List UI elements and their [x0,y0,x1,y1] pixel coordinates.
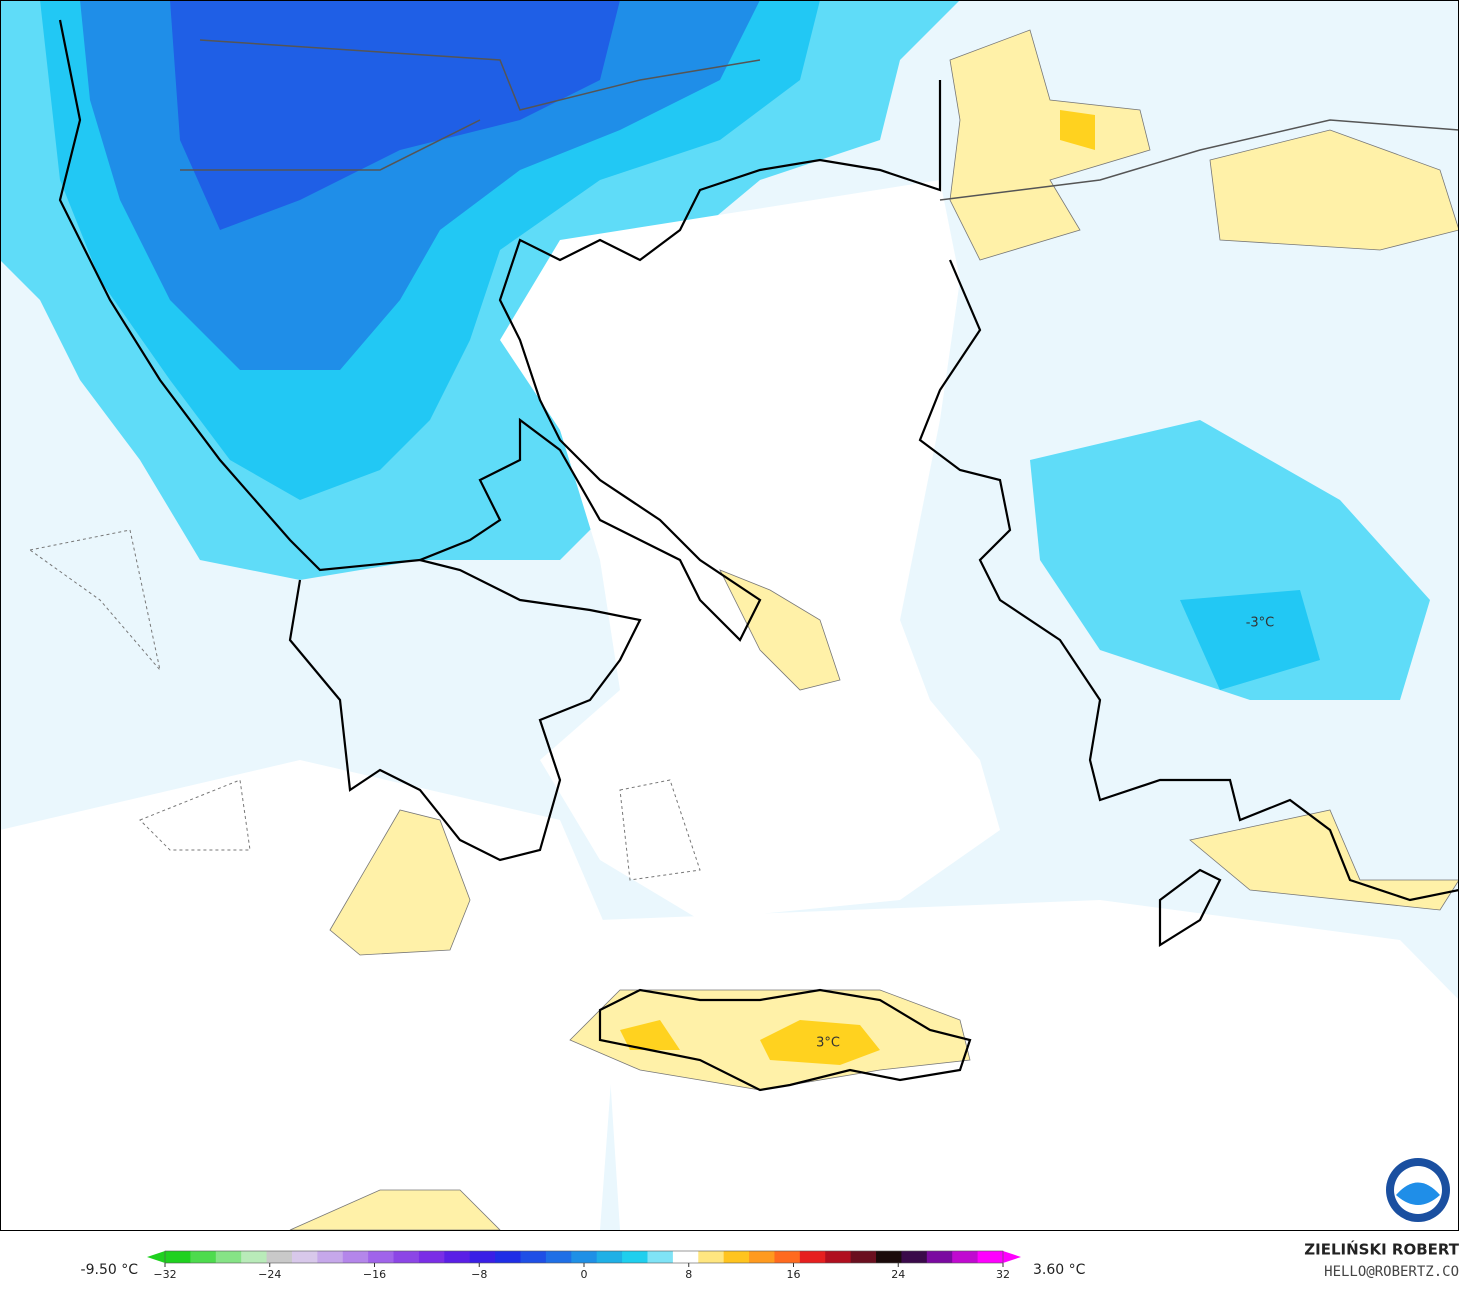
email: HELLO@ROBERTZ.CO [1324,1264,1459,1280]
colorbar-segment [291,1251,318,1263]
border [939,119,1459,201]
colorbar-segment [672,1251,699,1263]
colorbar-segment [698,1251,725,1263]
coldest-region [170,0,620,230]
colorbar-segment [190,1251,217,1263]
colorbar-segment [495,1251,522,1263]
colorbar-segment [393,1251,420,1263]
colorbar-tick-label: −8 [471,1268,487,1281]
colorbar-segment [241,1251,268,1263]
warm-core [760,1020,880,1065]
colorbar-segment [520,1251,547,1263]
map-label: -3°C [1246,616,1275,631]
colorbar-segment [977,1251,1004,1263]
warm-area [329,809,471,956]
colorbar-segment [266,1251,293,1263]
min-label: -9.50 °C [81,1262,139,1278]
colorbar-segment [749,1251,775,1263]
colorbar-segment [622,1251,648,1263]
colorbar-segment [952,1251,979,1263]
coastline [58,19,942,642]
warm-area [1189,809,1459,911]
colorbar-segment [901,1251,928,1263]
colorbar-segment [876,1251,902,1263]
colorbar-segment [571,1251,598,1263]
colorbar-segment [596,1251,623,1263]
warm-core [1060,110,1095,150]
colorbar-tick-label: −16 [363,1268,386,1281]
warm-areas [289,29,1459,1231]
colorbar-tick-label: 0 [581,1268,588,1281]
author: ZIELIŃSKI ROBERT [1304,1240,1459,1259]
warm-core [620,1020,680,1050]
crete-coast [598,988,972,1092]
colorbar: −32 −24 −16 −8 0 8 16 24 32 [147,1250,1021,1281]
colorbar-segment [545,1251,572,1263]
colorbar-tick-label: 16 [787,1268,801,1281]
colorbar-segment [418,1251,445,1263]
colorbar-segment [647,1251,674,1263]
colorbar-segment [850,1251,877,1263]
colorbar-segment [469,1251,496,1263]
aegean-sea [500,180,1000,920]
colorbar-tick-label: 24 [891,1268,905,1281]
coastline [288,558,642,862]
logo-wave [1396,1182,1440,1205]
colorbar-segment [723,1251,750,1263]
colorbar-segment [444,1251,471,1263]
max-label: 3.60 °C [1033,1262,1086,1278]
warm-area [719,569,841,691]
noaa-logo [1386,1158,1450,1222]
colorbar-segment [926,1251,953,1263]
south-sea [600,900,1459,1230]
colorbar-tick-label: 32 [996,1268,1010,1281]
colorbar-segment [317,1251,344,1263]
colorbar-segment [825,1251,852,1263]
colorbar-segment [215,1251,242,1263]
colorbar-tick-label: −24 [258,1268,281,1281]
border [180,39,761,171]
colorbar-segment [368,1251,395,1263]
warm-area [1209,129,1459,251]
colorbar-segment [774,1251,801,1263]
colorbar-tick-label: −32 [153,1268,176,1281]
isoline [28,529,701,881]
warm-area [949,29,1151,261]
rhodes-coast [1158,868,1222,947]
colorbar-end [147,1251,165,1263]
colorbar-end [1003,1251,1021,1263]
anatolia-colder [1180,590,1320,690]
colorbar-segment [799,1251,826,1263]
colorbar-tick-label: 8 [685,1268,692,1281]
ionian-sea [0,760,620,1230]
map-label: 3°C [816,1036,840,1051]
map: -3°C 3°C [0,0,1459,1231]
anatolia-cold [1030,420,1430,700]
colorbar-segment [165,1251,191,1263]
colorbar-segment [342,1251,369,1263]
coastline [918,259,1459,902]
